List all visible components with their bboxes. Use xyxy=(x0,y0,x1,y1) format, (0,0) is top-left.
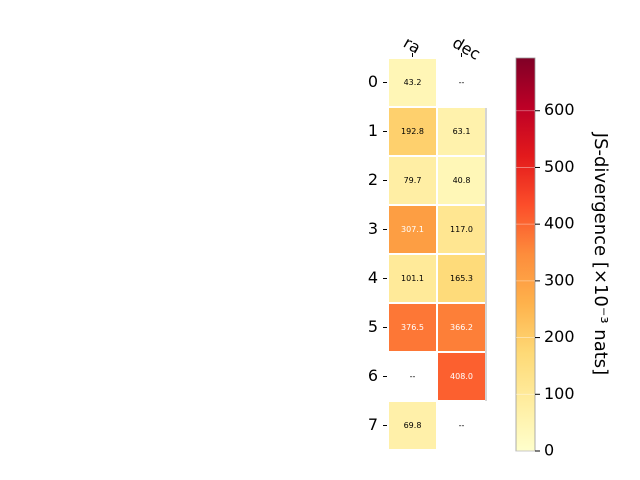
heatmap-cells: 43.2 -- 192.8 63.1 79.7 40.8 307.1 117.0 101.1 16… xyxy=(389,59,485,449)
heatmap-cell xyxy=(438,108,485,155)
heatmap-cell xyxy=(389,206,436,253)
cell-value-label: 40.8 xyxy=(453,176,471,185)
row-tick-label: 4 xyxy=(368,268,378,287)
cell-value-label: 101.1 xyxy=(401,274,424,283)
cell-value-label: 376.5 xyxy=(401,323,424,332)
colorbar-label: JS-divergence [×10⁻³ nats] xyxy=(590,132,611,375)
row-tick-label: 6 xyxy=(368,366,378,385)
row-tick-labels: 0 1 2 3 4 5 6 7 xyxy=(368,72,387,434)
row-tick-label: 1 xyxy=(368,121,378,140)
heatmap-cell xyxy=(389,157,436,204)
colorbar: 0 100 200 300 400 500 600 JS-divergence [×10⁻³… xyxy=(515,57,611,460)
row-tick-label: 3 xyxy=(368,219,378,238)
colorbar-tick-label: 300 xyxy=(544,270,575,289)
cell-value-label: 63.1 xyxy=(453,127,471,136)
colorbar-tick-label: 200 xyxy=(544,327,575,346)
cell-value-label: 117.0 xyxy=(450,225,473,234)
cell-value-label: 192.8 xyxy=(401,127,424,136)
cell-value-label: 408.0 xyxy=(450,372,473,381)
cell-value-label: 366.2 xyxy=(450,323,473,332)
heatmap-cell xyxy=(389,402,436,449)
heatmap-cell xyxy=(389,255,436,302)
row-tick-label: 5 xyxy=(368,317,378,336)
cell-missing-label: -- xyxy=(459,421,465,430)
cell-value-label: 69.8 xyxy=(404,421,422,430)
colorbar-ticks: 0 100 200 300 400 500 600 xyxy=(516,100,575,460)
cell-value-label: 79.7 xyxy=(404,176,422,185)
heatmap-cell xyxy=(389,59,436,106)
row-tick-label: 0 xyxy=(368,72,378,91)
heatmap-cell xyxy=(389,108,436,155)
column-tick-label: ra xyxy=(400,33,424,58)
heatmap-cell xyxy=(438,353,485,400)
cell-value-label: 43.2 xyxy=(404,78,422,87)
heatmap-cell xyxy=(389,304,436,351)
row-tick-label: 2 xyxy=(368,170,378,189)
cell-value-label: 307.1 xyxy=(401,225,424,234)
row-tick-label: 7 xyxy=(368,415,378,434)
heatmap-cell xyxy=(438,255,485,302)
colorbar-tick-label: 600 xyxy=(544,100,575,119)
heatmap-cell xyxy=(438,206,485,253)
heatmap-cell xyxy=(438,157,485,204)
cell-missing-label: -- xyxy=(410,372,416,381)
colorbar-tick-label: 500 xyxy=(544,157,575,176)
cell-value-label: 165.3 xyxy=(450,274,473,283)
column-tick-label: dec xyxy=(449,33,483,64)
colorbar-tick-label: 100 xyxy=(544,384,575,403)
colorbar-gradient xyxy=(515,57,536,452)
cell-missing-label: -- xyxy=(459,78,465,87)
heatmap-cell xyxy=(438,304,485,351)
colorbar-tick-label: 0 xyxy=(544,441,554,460)
colorbar-tick-label: 400 xyxy=(544,214,575,233)
